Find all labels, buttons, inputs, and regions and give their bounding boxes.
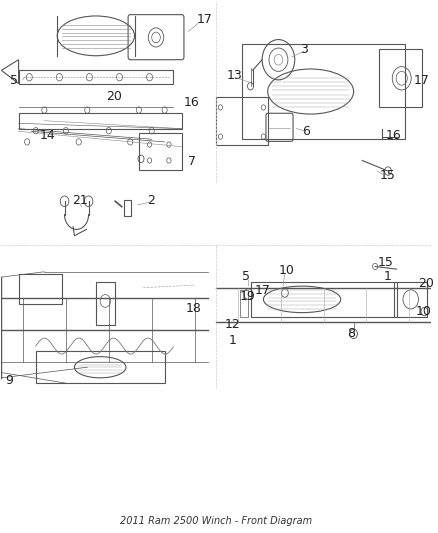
Text: 16: 16 (184, 95, 200, 109)
Text: 15: 15 (377, 256, 393, 269)
Text: 10: 10 (416, 305, 432, 318)
Text: 1: 1 (229, 334, 237, 347)
Text: 17: 17 (197, 13, 213, 27)
Text: 17: 17 (414, 75, 430, 87)
Text: 16: 16 (386, 129, 402, 142)
Text: 8: 8 (347, 327, 355, 341)
Text: 7: 7 (188, 155, 196, 168)
Bar (18, 113, 182, 128)
Bar (18, 70, 173, 84)
Text: 12: 12 (225, 318, 240, 332)
Bar (18, 274, 61, 304)
Bar (96, 282, 115, 325)
Text: 9: 9 (6, 374, 14, 387)
Text: 2011 Ram 2500 Winch - Front Diagram: 2011 Ram 2500 Winch - Front Diagram (120, 516, 312, 526)
Text: 3: 3 (300, 43, 308, 55)
Text: 10: 10 (279, 264, 294, 277)
Text: 2: 2 (148, 193, 155, 207)
Text: 13: 13 (227, 69, 243, 82)
Bar (240, 290, 248, 317)
Bar (379, 49, 422, 108)
Text: 17: 17 (255, 284, 271, 297)
Text: 15: 15 (379, 169, 395, 182)
Bar (251, 282, 396, 317)
Text: 21: 21 (72, 193, 88, 207)
Text: 1: 1 (384, 270, 392, 282)
Text: 20: 20 (418, 278, 434, 290)
Text: 18: 18 (186, 302, 202, 316)
Text: 6: 6 (302, 125, 310, 138)
Bar (242, 44, 405, 139)
Bar (394, 282, 427, 317)
Text: 14: 14 (40, 128, 56, 141)
Bar (124, 200, 131, 216)
Bar (216, 97, 268, 144)
Text: 5: 5 (10, 75, 18, 87)
Text: 20: 20 (106, 90, 123, 103)
Text: 19: 19 (240, 290, 255, 303)
Bar (139, 133, 182, 170)
Text: 5: 5 (242, 270, 250, 282)
Bar (36, 351, 165, 383)
